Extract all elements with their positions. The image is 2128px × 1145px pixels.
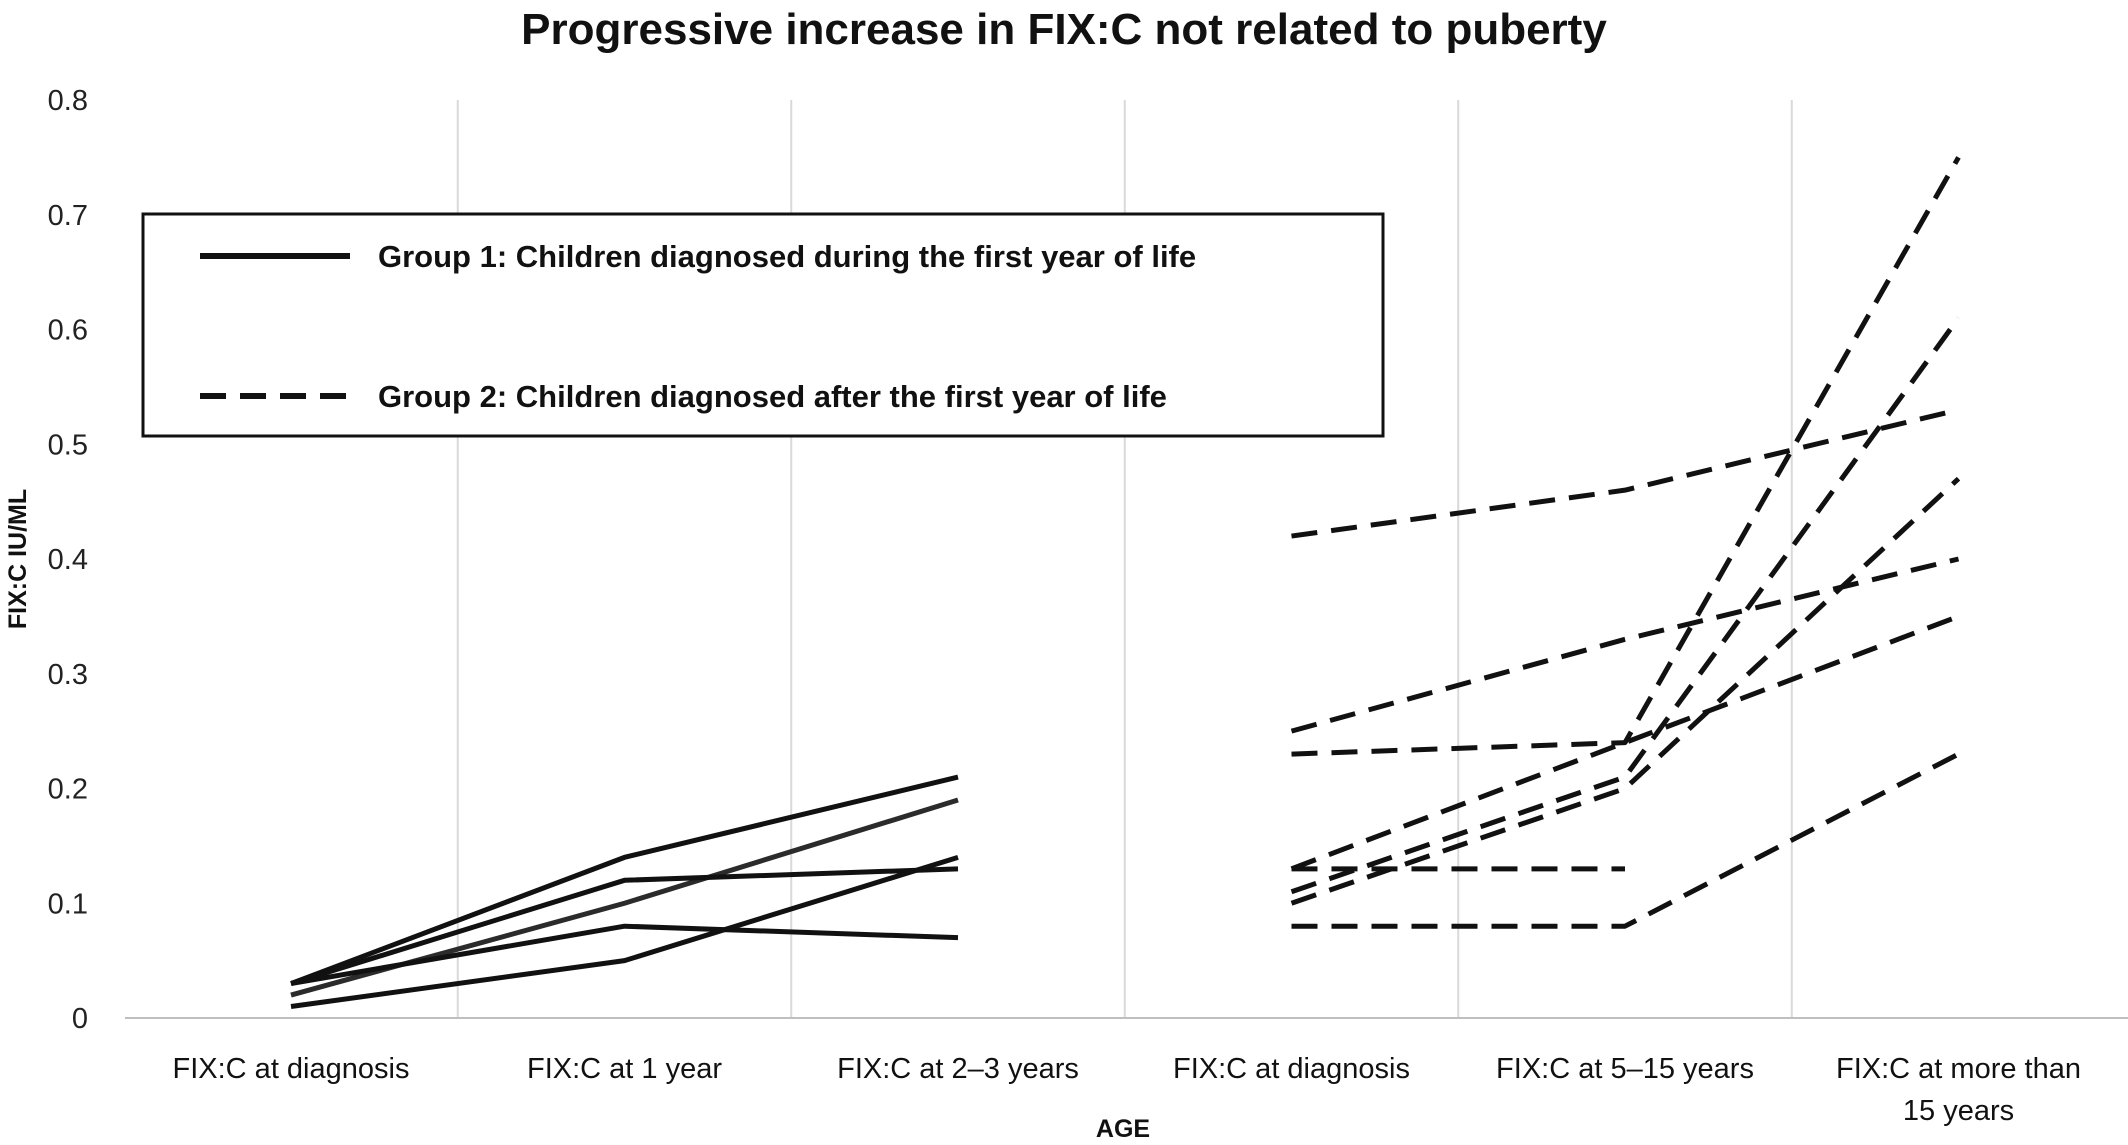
x-category-label: FIX:C at 2–3 years (837, 1053, 1079, 1085)
y-tick-label: 0.4 (48, 544, 88, 576)
y-tick-label: 0.6 (48, 315, 88, 347)
group2-series-line (1290, 316, 1961, 895)
x-category-label: 15 years (1903, 1095, 2014, 1127)
y-tick-label: 0.2 (48, 774, 88, 806)
y-tick-label: 0.8 (48, 85, 88, 117)
y-tick-label: 0 (72, 1003, 88, 1035)
group2-series-line (1290, 556, 1960, 734)
group1-series-line (290, 854, 959, 1010)
legend-box (141, 212, 1385, 438)
group2-series-line (1291, 407, 1960, 539)
legend: Group 1: Children diagnosed during the f… (141, 212, 1385, 438)
x-category-label: FIX:C at diagnosis (1173, 1053, 1410, 1085)
legend-label: Group 2: Children diagnosed after the fi… (378, 379, 1167, 414)
group1-series-line (290, 774, 959, 986)
group2-series-line (1291, 751, 1960, 929)
group1-series-line (290, 866, 959, 986)
y-tick-label: 0.1 (48, 888, 88, 920)
group2-series-line (1291, 156, 1961, 757)
x-category-labels: FIX:C at diagnosis FIX:C at 1 year FIX:C a… (173, 1053, 2081, 1127)
x-category-label: FIX:C at more than (1836, 1053, 2081, 1085)
x-axis-title: AGE (1096, 1115, 1150, 1143)
x-category-label: FIX:C at 5–15 years (1496, 1053, 1754, 1085)
chart-title: Progressive increase in FIX:C not relate… (521, 5, 1607, 54)
x-category-label: FIX:C at diagnosis (173, 1053, 410, 1085)
group2-series-line (1290, 476, 1961, 906)
y-tick-label: 0.7 (48, 200, 88, 232)
series-layer (290, 156, 1961, 1010)
y-tick-label: 0.3 (48, 659, 88, 691)
y-axis-title: FIX:C IU/ML (4, 489, 32, 629)
group1-series-line (290, 923, 959, 987)
legend-label: Group 1: Children diagnosed during the f… (378, 239, 1196, 274)
x-category-label: FIX:C at 1 year (527, 1053, 722, 1085)
y-tick-label: 0.5 (48, 429, 88, 461)
y-tick-labels: 0 0.1 0.2 0.3 0.4 0.5 0.6 0.7 0.8 (48, 85, 88, 1035)
